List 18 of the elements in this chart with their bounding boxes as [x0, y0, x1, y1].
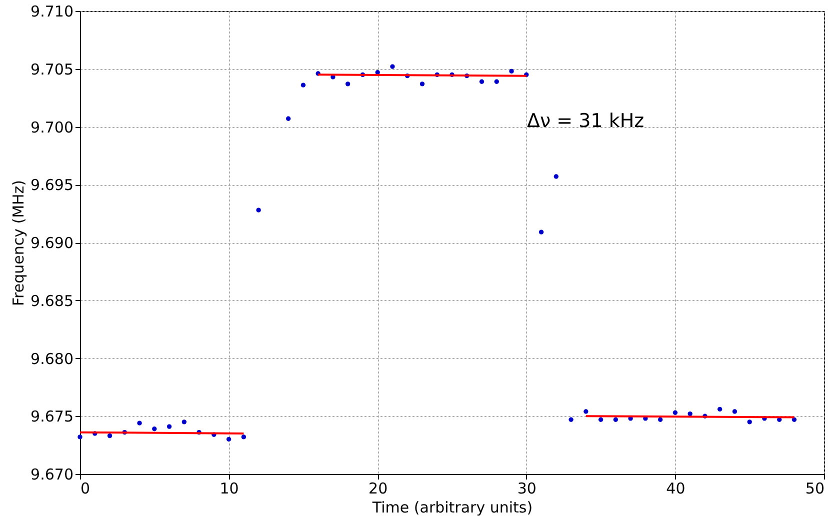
y-tick-label: 9.705	[30, 60, 74, 78]
y-tick-label: 9.700	[30, 118, 74, 136]
x-tick-label: 30	[517, 480, 536, 498]
annotation: Δν = 31 kHz	[527, 110, 644, 132]
x-tick-label: 0	[80, 480, 90, 498]
x-tick-label: 20	[368, 480, 388, 498]
x-tick-label: 10	[220, 480, 239, 498]
x-tick-label: 40	[666, 480, 686, 498]
y-tick-label: 9.680	[30, 350, 74, 368]
x-tick-label: 50	[805, 480, 824, 498]
y-tick-label: 9.670	[30, 466, 74, 484]
y-axis-title: Frequency (MHz)	[10, 180, 28, 306]
y-tick-label: 9.690	[30, 234, 74, 252]
y-tick-label: 9.685	[30, 292, 74, 310]
x-axis-title: Time (arbitrary units)	[371, 498, 533, 516]
y-tick-label: 9.695	[30, 176, 74, 194]
y-tick-label: 9.710	[30, 2, 74, 20]
y-tick-label: 9.675	[30, 408, 74, 426]
